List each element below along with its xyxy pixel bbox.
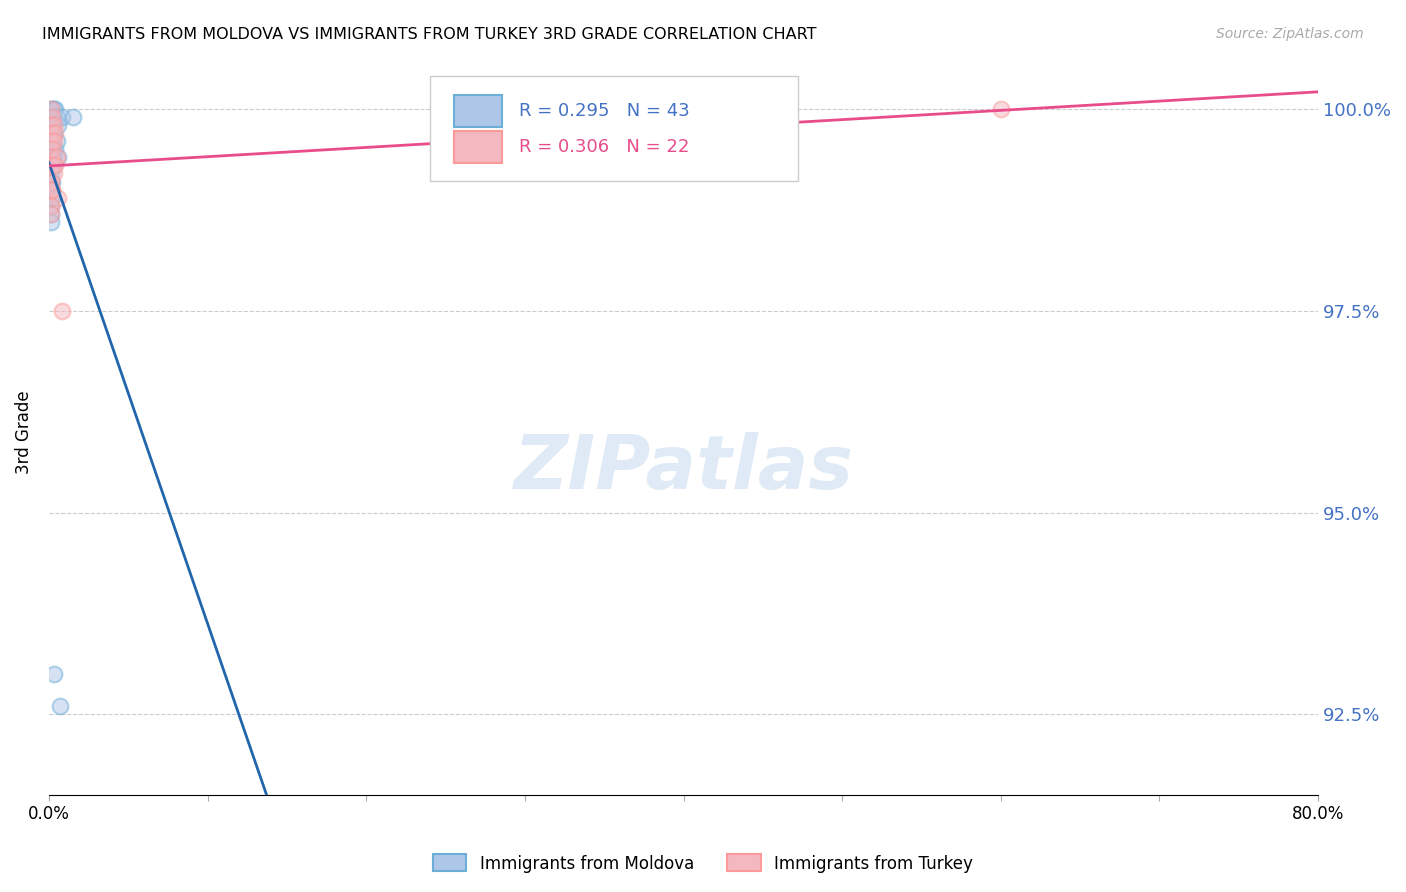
Point (41, 126, 63, 140)
Point (42, 126, 65, 140)
Point (39, 166, 62, 180)
Point (41, 158, 63, 172)
Point (42, 102, 65, 116)
Point (41, 118, 63, 132)
Point (39, 142, 62, 156)
Point (42, 118, 65, 132)
Point (41, 142, 63, 156)
Point (62, 110, 84, 124)
Point (42, 150, 65, 164)
Point (42, 110, 65, 124)
Point (39, 199, 62, 213)
Point (42, 158, 65, 172)
Point (42, 134, 65, 148)
Point (41, 150, 63, 164)
Point (39, 175, 62, 189)
Point (49, 699, 72, 714)
Point (39, 175, 62, 189)
Point (39, 134, 62, 148)
FancyBboxPatch shape (454, 95, 502, 127)
Point (39, 158, 62, 172)
FancyBboxPatch shape (454, 131, 502, 163)
Point (39, 199, 62, 213)
Point (41, 158, 63, 172)
Point (42, 667, 65, 681)
Point (41, 134, 63, 148)
Point (44, 126, 66, 140)
Point (48, 150, 70, 164)
Point (45, 134, 67, 148)
Point (39, 110, 62, 124)
Point (39, 118, 62, 132)
Point (41, 158, 63, 172)
Point (39, 191, 62, 205)
Point (51, 303, 73, 318)
Point (41, 191, 63, 205)
Point (45, 150, 67, 164)
Point (48, 118, 70, 132)
Text: R = 0.306   N = 22: R = 0.306 N = 22 (519, 138, 689, 156)
Point (39, 215, 62, 229)
Point (39, 150, 62, 164)
Point (39, 183, 62, 197)
Point (39, 158, 62, 172)
Legend: Immigrants from Moldova, Immigrants from Turkey: Immigrants from Moldova, Immigrants from… (426, 847, 980, 880)
Point (990, 102, 1012, 116)
Point (48, 191, 70, 205)
Point (39, 102, 62, 116)
Point (39, 118, 62, 132)
Text: IMMIGRANTS FROM MOLDOVA VS IMMIGRANTS FROM TURKEY 3RD GRADE CORRELATION CHART: IMMIGRANTS FROM MOLDOVA VS IMMIGRANTS FR… (42, 27, 817, 42)
Y-axis label: 3rd Grade: 3rd Grade (15, 390, 32, 474)
Text: R = 0.295   N = 43: R = 0.295 N = 43 (519, 102, 689, 120)
Text: ZIPatlas: ZIPatlas (513, 432, 853, 505)
Point (41, 183, 63, 197)
Point (45, 110, 67, 124)
Point (41, 183, 63, 197)
Point (51, 110, 73, 124)
Point (39, 207, 62, 221)
Point (44, 158, 66, 172)
Point (41, 183, 63, 197)
Point (42, 166, 65, 180)
Point (39, 126, 62, 140)
Point (41, 110, 63, 124)
Point (41, 102, 63, 116)
Point (39, 207, 62, 221)
Point (39, 142, 62, 156)
Point (39, 134, 62, 148)
Point (41, 126, 63, 140)
Point (41, 110, 63, 124)
Point (44, 142, 66, 156)
Point (44, 102, 66, 116)
Point (39, 102, 62, 116)
Point (39, 118, 62, 132)
FancyBboxPatch shape (430, 76, 797, 181)
Text: Source: ZipAtlas.com: Source: ZipAtlas.com (1216, 27, 1364, 41)
Point (41, 175, 63, 189)
